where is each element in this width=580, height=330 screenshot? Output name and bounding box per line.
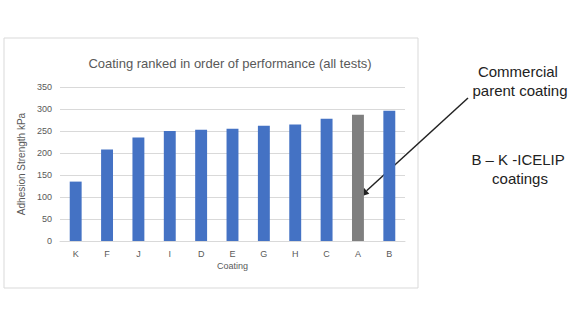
svg-text:Commercial: Commercial [478, 63, 562, 80]
svg-text:J: J [136, 249, 141, 259]
svg-text:F: F [104, 249, 110, 259]
svg-text:I: I [169, 249, 172, 259]
svg-text:parent coating: parent coating [472, 82, 567, 99]
svg-text:coatings: coatings [492, 170, 548, 187]
svg-text:C: C [323, 249, 330, 259]
svg-text:H: H [292, 249, 299, 259]
svg-text:0: 0 [47, 236, 52, 246]
svg-text:100: 100 [37, 192, 52, 202]
svg-text:E: E [229, 249, 235, 259]
svg-text:50: 50 [42, 214, 52, 224]
svg-text:250: 250 [37, 126, 52, 136]
svg-text:K: K [73, 249, 79, 259]
svg-text:B: B [386, 249, 392, 259]
svg-text:B – K -ICELIP: B – K -ICELIP [471, 151, 568, 168]
svg-text:Adhesion Strength kPa: Adhesion Strength kPa [16, 112, 27, 215]
svg-text:200: 200 [37, 148, 52, 158]
svg-text:300: 300 [37, 104, 52, 114]
svg-text:Coating ranked in order of per: Coating ranked in order of performance (… [88, 56, 371, 71]
svg-text:D: D [198, 249, 205, 259]
svg-text:Coating: Coating [217, 261, 248, 271]
svg-text:150: 150 [37, 170, 52, 180]
svg-text:G: G [260, 249, 267, 259]
svg-text:A: A [355, 249, 361, 259]
svg-text:350: 350 [37, 82, 52, 92]
